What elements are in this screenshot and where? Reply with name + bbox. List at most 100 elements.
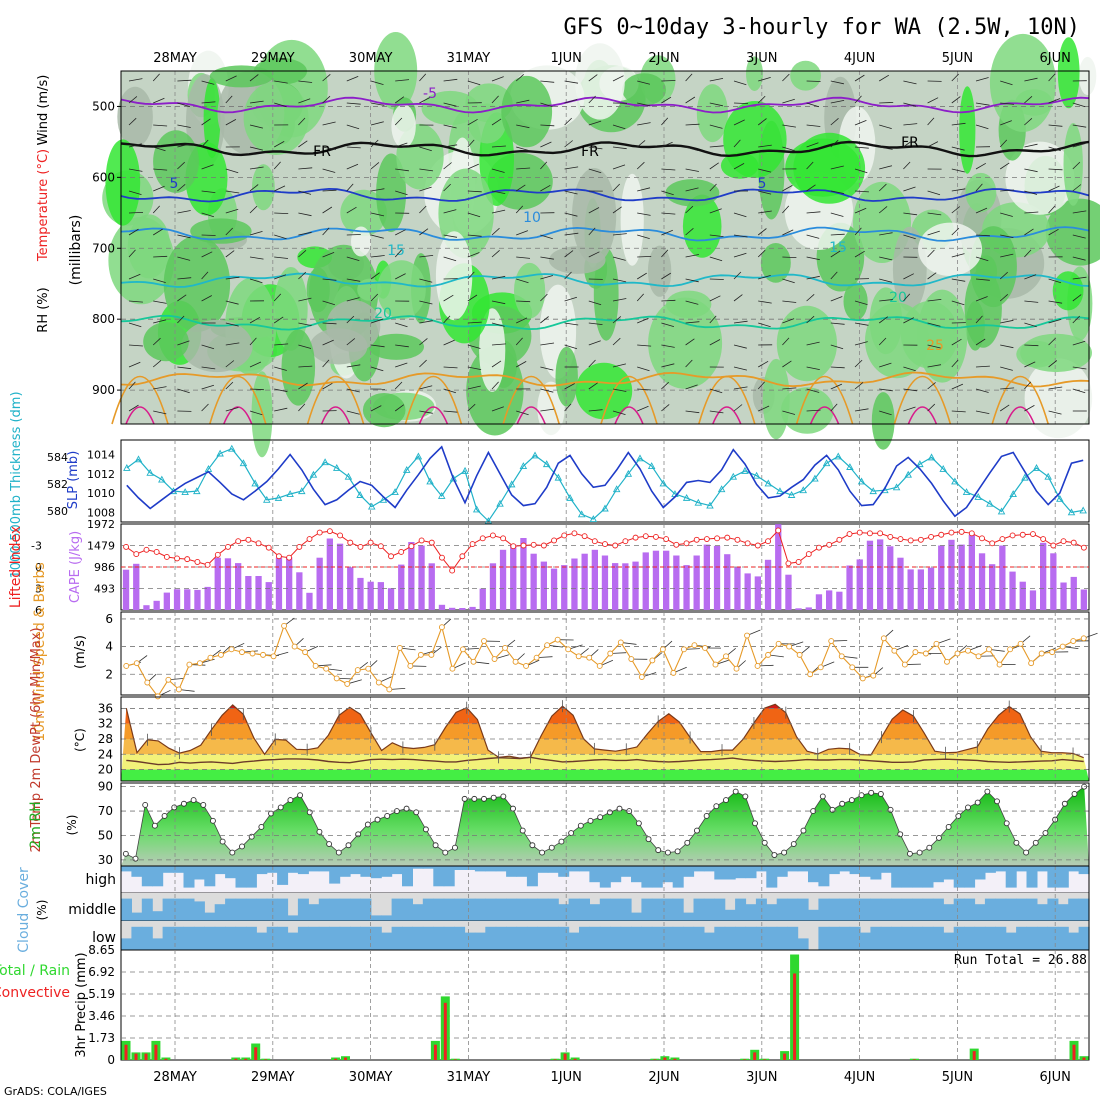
wind-barb [975,183,983,192]
rh-region [665,179,720,207]
cape-bar [1040,542,1047,610]
rh-marker [1032,839,1039,846]
li-marker [938,531,945,538]
wind-barb [419,320,433,324]
wind-barb [879,299,893,302]
wind-barb [394,404,405,412]
wind-speed-marker [628,656,635,662]
isotherm-line [120,96,1090,114]
cloud-bar [277,898,289,921]
precip-convective-bar [433,1044,437,1060]
date-label-top: 3JUN [746,51,777,66]
cloud-bar [245,926,257,950]
cloud-bar [1016,926,1028,950]
li-marker [204,561,211,568]
rh-region [555,346,578,407]
wind-speed-marker [975,653,982,660]
wind-barb [903,388,918,392]
wind-barb [467,271,475,280]
wind-barb [370,80,384,85]
wind-speed-marker [838,653,845,660]
cloud-bar [339,898,351,921]
rh-region [143,322,189,362]
wind-barb [854,168,868,174]
wind-barb [443,144,458,148]
rh-region [776,305,838,382]
precip-convective-bar [563,1053,567,1060]
date-label-bottom: 5JUN [942,1070,973,1085]
cloud-high-bar [599,866,611,888]
cape-bar [581,553,588,610]
rh-marker [877,791,884,797]
cloud-high-bar [204,866,216,887]
wind-barb [1072,315,1080,324]
wind-speed-marker [333,675,340,682]
cloud-bar [943,932,955,950]
cloud-bar [183,898,195,921]
li-axis-label: Lifted Index [8,526,24,608]
rh-marker [790,841,797,847]
pressure-tick-label: 700 [92,241,115,255]
li-marker [265,544,272,551]
precip-convective-bar [124,1044,128,1060]
wind-barb [661,168,676,171]
rh-region [989,33,1056,132]
cloud-bar [641,898,653,921]
cloud-high-bar [745,866,757,879]
thickness-marker [1056,494,1064,502]
cape-bar [683,565,690,610]
wind-barb [491,95,499,104]
thickness-marker [752,471,761,479]
cape-bar [948,539,955,610]
cloud-bar [1068,932,1080,950]
cloud-high-bar [776,866,788,877]
cloud-bar [173,898,184,921]
wind-barb [274,102,287,108]
cape-bar [143,605,150,610]
precip-convective-bar [234,1058,238,1060]
li-marker [306,536,313,542]
wind-barb [758,210,772,214]
wind-barb [830,403,838,412]
thickness-marker [904,470,912,478]
wind-barb [588,95,596,104]
wind-barb [370,102,385,106]
isotherm-label: 15 [387,243,405,259]
wind-barb [274,343,289,346]
cloud-bar [964,926,976,950]
li-marker [520,542,527,549]
wind-barb [346,410,360,415]
wind-barb [298,167,313,170]
cloud-high-bar [193,866,205,880]
cloud-high-bar [1037,866,1048,872]
wind-barb [467,344,481,349]
wind-barb [927,322,941,327]
cloud-layer-label: low [92,930,116,946]
wind-speed-marker [523,663,530,669]
wind-speed-marker [291,643,298,650]
cape-bar [917,569,924,610]
cloud-bar [485,926,497,950]
cape-bar [622,563,629,610]
wind-barb [322,278,337,281]
wind-barb [201,80,215,85]
cloud-high-bar [610,866,622,883]
wind-barb [346,124,360,130]
cape-bar [235,563,242,610]
wind-barb [152,360,162,368]
thickness-marker [939,465,947,472]
wind-barb [1000,120,1012,126]
wind-barb [128,212,144,214]
wind-barb [346,146,361,149]
wind-barb [322,146,336,150]
li-marker [1040,536,1047,542]
cape-bar [306,592,313,610]
li-marker [632,534,639,541]
cape-bar [632,561,639,610]
cloud-bar [776,898,788,921]
rh-marker [684,839,691,846]
precip-convective-bar [972,1051,976,1060]
cloud-high-bar [808,866,819,883]
cloud-bar [818,926,830,950]
